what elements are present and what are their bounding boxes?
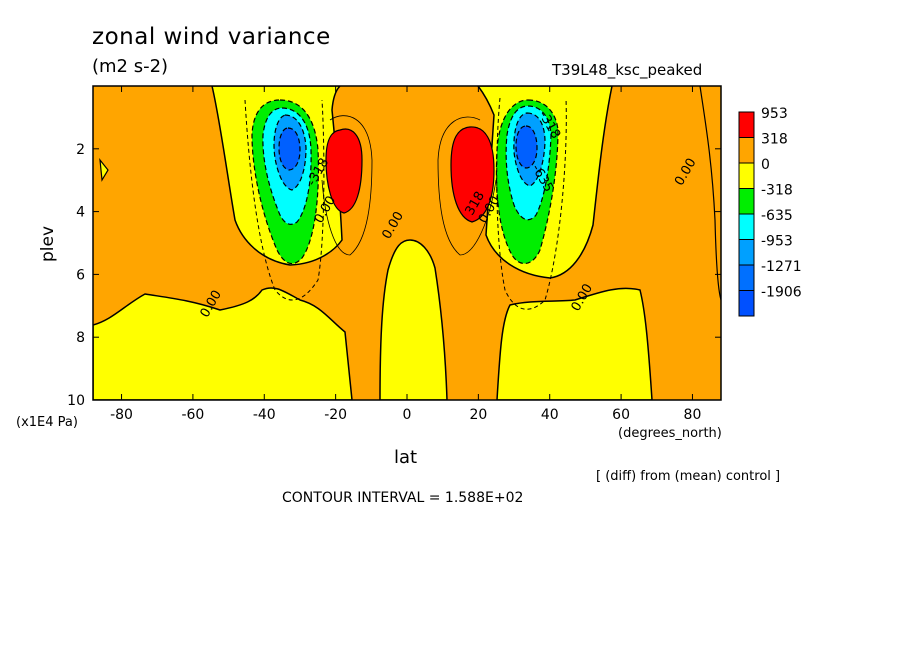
legend-swatch [738, 137, 755, 164]
fill-blue-right [515, 125, 538, 169]
legend-swatch [738, 290, 755, 317]
chart-units: (m2 s-2) [92, 56, 169, 77]
x-tick-label: 40 [541, 407, 559, 423]
x-tick-label: 80 [684, 407, 702, 423]
x-axis-label: lat [394, 447, 418, 468]
y-tick-label: 4 [76, 205, 85, 221]
legend-swatch [738, 111, 755, 138]
chart-title: zonal wind variance [92, 24, 331, 50]
legend-swatch [738, 162, 755, 189]
axes: -80 -60 -40 -20 0 20 40 60 80 2 4 6 8 10 [67, 86, 721, 423]
x-tick-label: -80 [110, 407, 133, 423]
x-tick-label: -20 [324, 407, 347, 423]
x-axis-units: (degrees_north) [618, 426, 722, 441]
contour-line-dashed-right [496, 97, 567, 310]
legend-label: -318 [761, 183, 793, 199]
run-label: T39L48_ksc_peaked [552, 61, 703, 79]
fill-blue-left [278, 127, 301, 171]
legend-label: -953 [761, 234, 793, 250]
y-tick-label: 10 [67, 393, 85, 409]
fill-yellow-right [496, 287, 653, 400]
contour-line-thin-left [321, 115, 373, 256]
x-tick-label: 0 [403, 407, 412, 423]
legend-swatch [738, 213, 755, 240]
contour-fills [93, 86, 721, 400]
contour-line-right-edge [699, 86, 721, 301]
contour-interval: CONTOUR INTERVAL = 1.588E+02 [282, 490, 524, 506]
legend-label: 0 [761, 157, 770, 173]
legend-swatch [738, 239, 755, 266]
y-tick-label: 8 [76, 330, 85, 346]
legend-swatch [738, 264, 755, 291]
legend-label: -1271 [761, 259, 802, 275]
diff-note: [ (diff) from (mean) control ] [596, 469, 781, 484]
contour-line-dashed-left [244, 99, 325, 301]
fill-yellow-left [93, 287, 353, 400]
fill-yellow-center [379, 239, 448, 400]
y-tick-label: 2 [76, 142, 85, 158]
x-tick-label: 60 [612, 407, 630, 423]
legend-swatch [738, 188, 755, 215]
y-axis-units: (x1E4 Pa) [16, 415, 78, 430]
x-tick-label: -40 [253, 407, 276, 423]
x-tick-label: -60 [181, 407, 204, 423]
contour-line-left-notch [99, 158, 109, 182]
fill-red-right [450, 126, 495, 223]
x-tick-label: 20 [469, 407, 487, 423]
legend-label: 953 [761, 106, 788, 122]
legend-label: -635 [761, 208, 793, 224]
fill-red-left [325, 128, 363, 214]
legend-label: -1906 [761, 285, 802, 301]
y-tick-label: 6 [76, 267, 85, 283]
color-legend: 953 318 0 -318 -635 -953 -1271 -1906 [738, 106, 802, 317]
legend-label: 318 [761, 132, 788, 148]
contour-line-thin-right [437, 116, 497, 256]
